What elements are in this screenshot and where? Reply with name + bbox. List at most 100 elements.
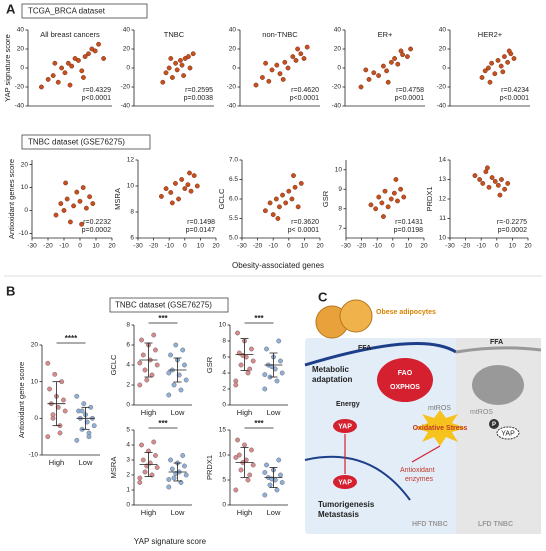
dot [274, 487, 280, 493]
point [489, 60, 494, 66]
annotation: r=0.1431 [395, 219, 423, 226]
point [71, 203, 77, 209]
dot [137, 475, 143, 481]
dot [166, 477, 172, 482]
x-tick-label: -10 [164, 243, 174, 250]
significance: *** [158, 419, 168, 428]
point [492, 71, 498, 77]
dot [151, 332, 157, 338]
x-tick-label: 0 [391, 243, 395, 250]
point [358, 84, 364, 90]
dot [247, 366, 253, 372]
point [269, 67, 275, 73]
point [77, 198, 83, 204]
dot [57, 430, 63, 436]
point [277, 71, 283, 77]
point [366, 77, 372, 82]
y-tick-label: 0 [20, 65, 24, 72]
y-tick-label: 20 [31, 342, 39, 349]
point [158, 193, 164, 199]
annotation: r=0.4758 [396, 87, 424, 94]
y-tick-label: 0 [232, 65, 236, 72]
membrane [455, 346, 542, 354]
y-tick-label: 9 [338, 186, 342, 193]
point [485, 165, 490, 171]
point [502, 186, 507, 192]
point [290, 54, 296, 59]
dot [142, 469, 148, 475]
point [79, 221, 85, 227]
point [500, 69, 506, 75]
y-tick-label: 12 [439, 196, 447, 203]
y-tick-label: 5.5 [229, 215, 238, 222]
y-tick-label: 0 [126, 402, 130, 409]
x-tick-label: -20 [253, 243, 263, 250]
annotation: p=0.0002 [82, 227, 111, 234]
dot [245, 477, 251, 483]
dot [50, 412, 56, 418]
dot [153, 453, 158, 458]
diagram-text: Antioxidant [400, 467, 435, 474]
phospho-badge [489, 419, 499, 429]
dot [278, 358, 283, 364]
y-tick-label: 4 [126, 362, 130, 369]
mitochondrion [472, 365, 524, 405]
dot [74, 437, 80, 443]
point [487, 79, 493, 85]
point [58, 201, 64, 206]
y-tick-label: 10 [335, 166, 343, 173]
point [482, 68, 488, 74]
annotation: r=0.4329 [83, 87, 111, 94]
panel-label: B [6, 283, 15, 298]
y-tick-label: -20 [332, 84, 342, 91]
dot [279, 370, 285, 376]
point [68, 219, 73, 225]
point [380, 63, 386, 69]
y-tick-label: 40 [439, 27, 447, 34]
dot [166, 392, 172, 398]
x-tick-label: -20 [149, 243, 159, 250]
x-tick-label: 0 [495, 243, 499, 250]
dot [250, 462, 256, 468]
dot [264, 462, 269, 468]
point [363, 67, 369, 73]
y-tick-label: 2 [222, 386, 226, 393]
y-tick-label: 10 [439, 235, 447, 242]
point [381, 214, 386, 219]
x-tick-label: -10 [372, 243, 382, 250]
y-tick-label: 40 [334, 27, 342, 34]
y-tick-label: -40 [121, 103, 131, 110]
point [477, 177, 483, 182]
dot [235, 330, 240, 336]
point [101, 56, 107, 61]
y-tick-label: 0 [337, 65, 341, 72]
point [190, 51, 196, 57]
point [280, 192, 285, 198]
point [61, 208, 67, 213]
y-axis-label: YAP signature score [3, 34, 12, 102]
y-tick-label: -10 [19, 230, 29, 237]
y-tick-label: 6 [222, 354, 226, 361]
diagram-text: mtROS [470, 409, 493, 416]
y-tick-label: 5 [126, 427, 130, 434]
y-tick-label: 8 [126, 322, 130, 329]
x-tick-label: -30 [341, 243, 351, 250]
point [65, 60, 71, 66]
point [166, 65, 172, 71]
point [52, 60, 58, 66]
x-axis-label: Obesity-associated genes [232, 261, 324, 270]
significance: **** [65, 334, 78, 343]
y-tick-label: 15 [219, 427, 227, 434]
point [283, 200, 289, 206]
y-tick-label: 10 [219, 322, 227, 329]
point [169, 200, 175, 206]
annotation: r=-0.2275 [497, 219, 527, 226]
dot [84, 419, 90, 425]
point [163, 70, 169, 76]
y-tick-label: -40 [227, 103, 237, 110]
point [55, 79, 61, 85]
dot [144, 377, 150, 383]
dot [169, 466, 175, 472]
x-tick-label: -30 [27, 243, 37, 250]
